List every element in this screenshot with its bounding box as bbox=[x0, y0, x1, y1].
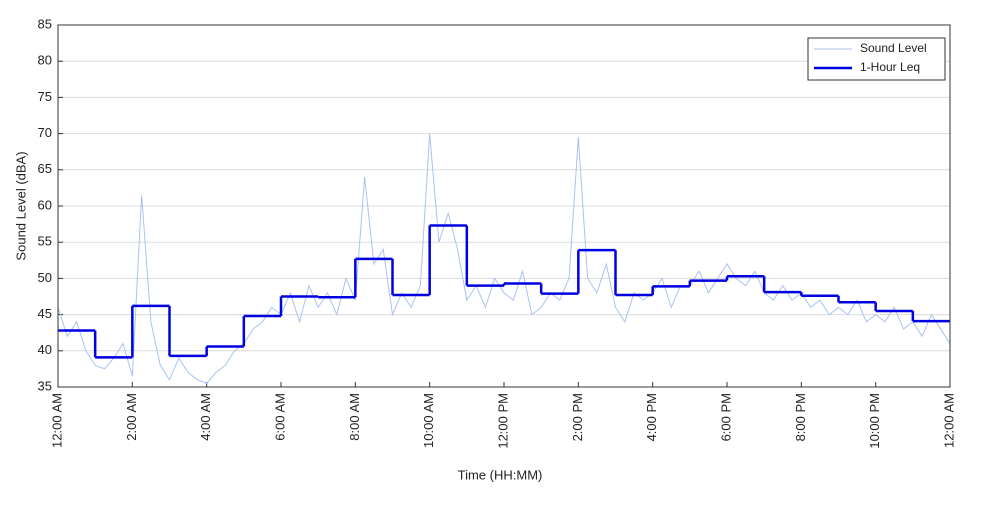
y-tick-label: 65 bbox=[38, 161, 52, 176]
y-axis-label: Sound Level (dBA) bbox=[13, 151, 28, 260]
legend-label: 1-Hour Leq bbox=[860, 60, 920, 74]
x-axis-label: Time (HH:MM) bbox=[458, 467, 543, 482]
x-tick-label: 6:00 AM bbox=[272, 393, 287, 441]
legend-box bbox=[807, 37, 946, 81]
x-tick-label: 2:00 AM bbox=[124, 393, 139, 441]
x-tick-label: 2:00 PM bbox=[570, 393, 585, 441]
y-tick-label: 35 bbox=[38, 378, 52, 393]
y-tick-label: 75 bbox=[38, 89, 52, 104]
y-tick-label: 60 bbox=[38, 197, 52, 212]
x-tick-label: 12:00 AM bbox=[49, 393, 64, 448]
x-tick-label: 8:00 PM bbox=[793, 393, 808, 441]
x-tick-label: 4:00 AM bbox=[198, 393, 213, 441]
y-tick-label: 45 bbox=[38, 306, 52, 321]
x-tick-label: 10:00 AM bbox=[421, 393, 436, 448]
x-tick-label: 4:00 PM bbox=[644, 393, 659, 441]
y-tick-label: 50 bbox=[38, 270, 52, 285]
y-tick-label: 55 bbox=[38, 234, 52, 249]
x-tick-label: 12:00 AM bbox=[941, 393, 956, 448]
x-tick-label: 6:00 PM bbox=[718, 393, 733, 441]
y-tick-label: 80 bbox=[38, 53, 52, 68]
x-tick-label: 10:00 PM bbox=[867, 393, 882, 449]
legend-label: Sound Level bbox=[860, 41, 927, 55]
y-tick-label: 85 bbox=[38, 16, 52, 31]
x-tick-label: 8:00 AM bbox=[347, 393, 362, 441]
y-tick-label: 70 bbox=[38, 125, 52, 140]
plot-frame bbox=[57, 24, 951, 388]
y-tick-label: 40 bbox=[38, 342, 52, 357]
x-tick-label: 12:00 PM bbox=[495, 393, 510, 449]
